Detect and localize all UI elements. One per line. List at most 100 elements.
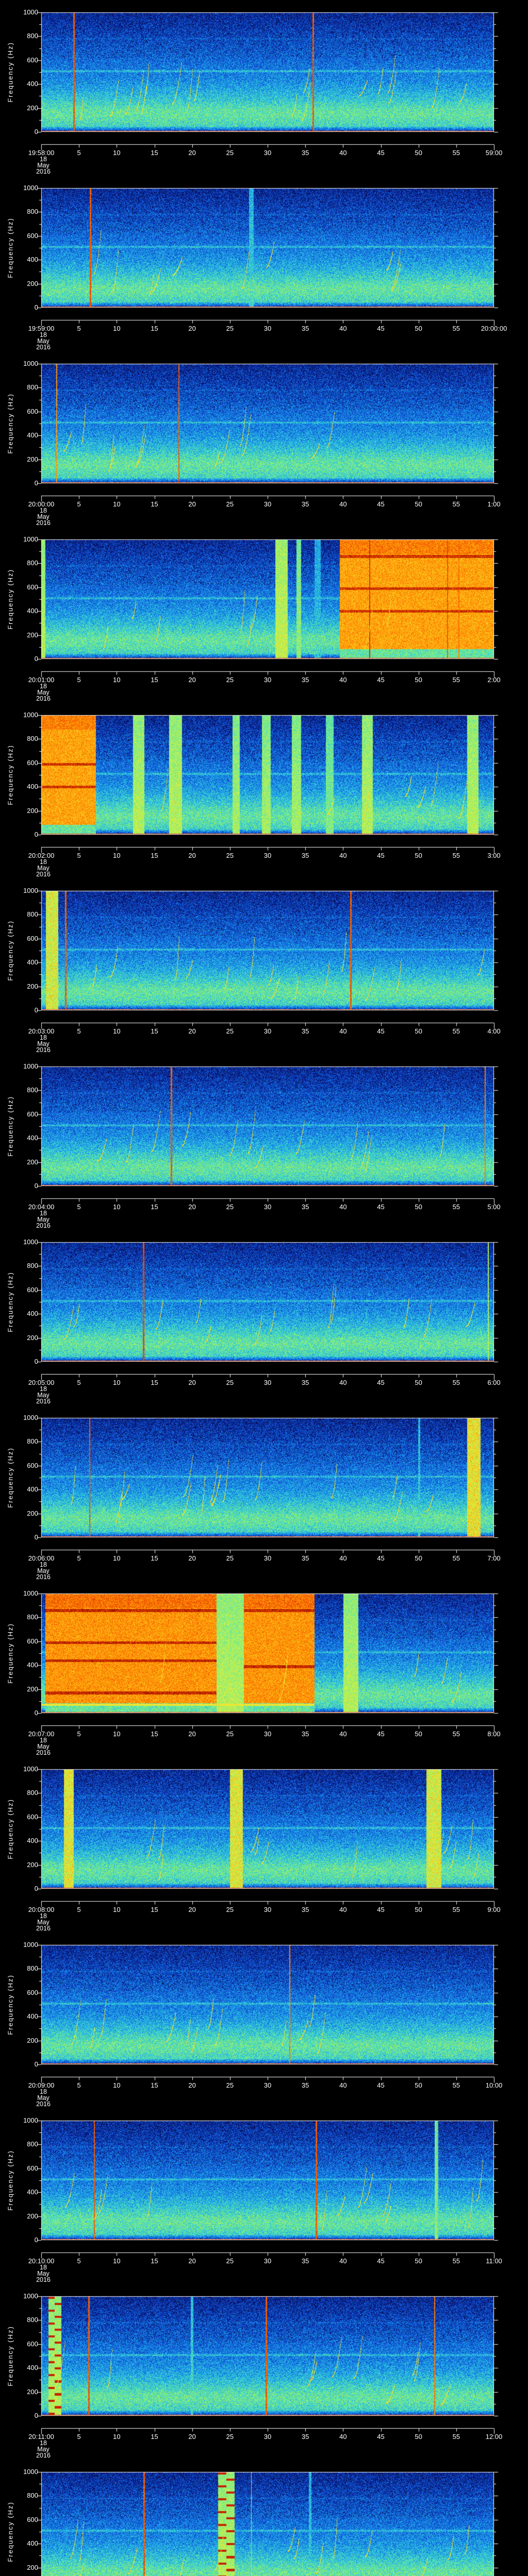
x-tick-label: 20 [188, 325, 196, 332]
y-axis-title: Frequency (Hz) [6, 2501, 14, 2562]
x-axis-start-time: 19:58:00 [28, 149, 55, 157]
x-tick-label: 5 [77, 852, 81, 859]
spectrogram-panel-3: Frequency (Hz) 0 200 400 600 800 1000 5 10 15 20… [0, 351, 528, 527]
x-tick-label: 30 [263, 325, 272, 332]
y-axis-title: Frequency (Hz) [6, 1799, 14, 1859]
x-tick-label: 25 [226, 500, 234, 508]
x-tick-label: 15 [151, 2257, 158, 2265]
x-tick-label: 30 [263, 1554, 272, 1562]
spectrogram-panel-13: Frequency (Hz) 0 200 400 600 800 1000 5 10 15 20… [0, 2108, 528, 2284]
y-tick-label: 1000 [23, 8, 38, 16]
x-axis-end-time: 59:00 [485, 149, 503, 157]
x-tick-label: 50 [415, 1554, 422, 1562]
x-axis-end-time: 2:00 [487, 676, 501, 684]
y-tick-label: 800 [27, 2492, 38, 2500]
y-tick-label: 1000 [23, 2468, 38, 2476]
x-axis-date-line: May [37, 2270, 50, 2277]
x-tick-label: 50 [415, 852, 422, 859]
spectrogram-panel-14: Frequency (Hz) 0 200 400 600 800 1000 5 10 15 20… [0, 2284, 528, 2460]
y-tick-label: 1000 [23, 2292, 38, 2300]
x-axis-date-line: 2016 [36, 168, 51, 175]
x-axis-end-time: 6:00 [487, 1379, 501, 1386]
x-tick-label: 25 [226, 676, 234, 684]
x-tick-label: 45 [377, 852, 385, 859]
y-tick-label: 1000 [23, 1414, 38, 1421]
x-axis-end-time: 20:00:00 [481, 325, 507, 332]
x-tick-label: 30 [263, 500, 272, 508]
x-tick-label: 45 [377, 2433, 385, 2441]
spectrogram-panel-1: Frequency (Hz) 0 200 400 600 800 1000 5 10 15 20… [0, 0, 528, 176]
y-tick-label: 600 [27, 1812, 38, 1821]
x-axis-date-line: 2016 [36, 2276, 51, 2283]
y-tick-label: 200 [27, 2036, 38, 2044]
x-axis-date-line: 18 [40, 1561, 47, 1568]
x-axis-date-line: May [37, 162, 50, 169]
x-axis-date: 18 May 2016 [36, 507, 51, 527]
y-tick-label: 1000 [23, 1062, 38, 1070]
x-tick-label: 10 [113, 2257, 121, 2265]
x-axis-date: 18 May 2016 [36, 859, 51, 878]
x-tick-label: 40 [339, 2433, 347, 2441]
y-tick-label: 400 [27, 2188, 38, 2196]
y-tick-label: 800 [27, 910, 38, 919]
x-tick-label: 5 [77, 676, 81, 684]
x-tick-label: 15 [151, 676, 158, 684]
x-tick-label: 30 [263, 1203, 272, 1211]
x-tick-label: 55 [452, 676, 460, 684]
x-axis-end-time: 12:00 [485, 2433, 503, 2441]
x-tick-label: 50 [415, 2433, 422, 2441]
y-tick-label: 400 [27, 1837, 38, 1845]
x-axis-date-line: May [37, 1216, 50, 1223]
y-tick-label: 1000 [23, 711, 38, 719]
y-tick-label: 800 [27, 383, 38, 392]
x-tick-label: 50 [415, 676, 422, 684]
x-axis-date-line: 18 [40, 1737, 47, 1744]
y-tick-label: 200 [27, 1333, 38, 1342]
y-tick-label: 600 [27, 1637, 38, 1645]
y-tick-label: 600 [27, 2164, 38, 2172]
x-axis-end-time: 9:00 [487, 1906, 501, 1913]
x-tick-label: 50 [415, 1379, 422, 1386]
x-tick-label: 20 [188, 1027, 196, 1035]
x-tick-label: 35 [301, 676, 309, 684]
spectrogram-canvas [0, 1405, 528, 1581]
y-tick-label: 400 [27, 1661, 38, 1669]
y-tick-label: 200 [27, 631, 38, 639]
x-tick-label: 30 [263, 676, 272, 684]
y-tick-label: 600 [27, 56, 38, 64]
x-axis-date-line: May [37, 1040, 50, 1047]
x-tick-label: 35 [301, 1203, 309, 1211]
x-tick-label: 25 [226, 149, 234, 157]
x-tick-label: 55 [452, 500, 460, 508]
x-tick-label: 20 [188, 2433, 196, 2441]
x-axis-date-line: 2016 [36, 2452, 51, 2459]
x-tick-label: 15 [151, 2081, 158, 2089]
y-tick-label: 800 [27, 208, 38, 216]
x-tick-label: 55 [452, 1730, 460, 1738]
x-tick-label: 5 [77, 2257, 81, 2265]
y-tick-label: 0 [34, 128, 38, 135]
x-axis-date-line: 2016 [36, 1046, 51, 1054]
x-tick-label: 30 [263, 852, 272, 859]
x-tick-label: 5 [77, 1379, 81, 1386]
x-axis-date-line: 2016 [36, 519, 51, 527]
y-tick-label: 200 [27, 806, 38, 815]
y-tick-label: 400 [27, 431, 38, 439]
x-tick-label: 25 [226, 1730, 234, 1738]
y-axis-title: Frequency (Hz) [6, 1447, 14, 1508]
x-axis-date: 18 May 2016 [36, 683, 51, 702]
x-tick-label: 35 [301, 2433, 309, 2441]
x-tick-label: 35 [301, 2257, 309, 2265]
x-tick-label: 45 [377, 676, 385, 684]
x-tick-label: 50 [415, 1203, 422, 1211]
spectrogram-panel-9: Frequency (Hz) 0 200 400 600 800 1000 5 10 15 20… [0, 1405, 528, 1581]
x-axis-date-line: 18 [40, 507, 47, 514]
x-tick-label: 5 [77, 500, 81, 508]
x-tick-label: 20 [188, 852, 196, 859]
x-tick-label: 55 [452, 2257, 460, 2265]
spectrogram-canvas [0, 176, 528, 351]
x-tick-label: 40 [339, 1203, 347, 1211]
x-tick-label: 15 [151, 1203, 158, 1211]
x-axis-date-line: 18 [40, 683, 47, 690]
